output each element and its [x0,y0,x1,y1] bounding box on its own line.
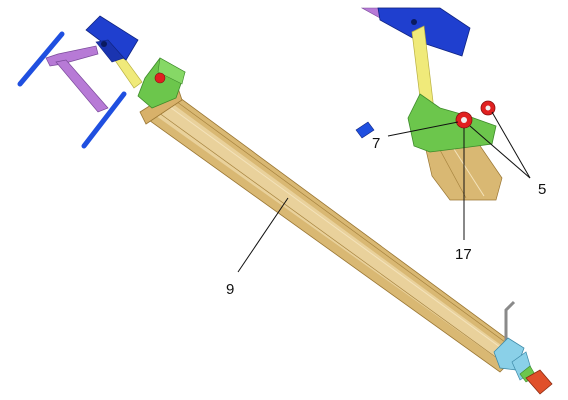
bottom-end [493,300,553,395]
label-rollers: 5 [538,181,546,198]
label-pin: 7 [372,135,380,152]
top-clamp [85,15,139,63]
handle-frame [17,31,127,149]
leader-5b [491,111,531,179]
leader-7 [387,121,459,137]
leader-9 [237,197,289,273]
main-tube [139,87,523,373]
leader-5a [469,125,531,179]
grip-right-icon [81,91,127,149]
label-rod: 9 [226,281,234,298]
lever-rod [504,300,516,344]
label-axle: 17 [455,246,472,263]
top-bracket [137,57,186,109]
end-cap [525,369,553,395]
roller-icon [154,72,166,84]
grip-left-icon [17,31,65,87]
detail-inset [355,7,503,201]
